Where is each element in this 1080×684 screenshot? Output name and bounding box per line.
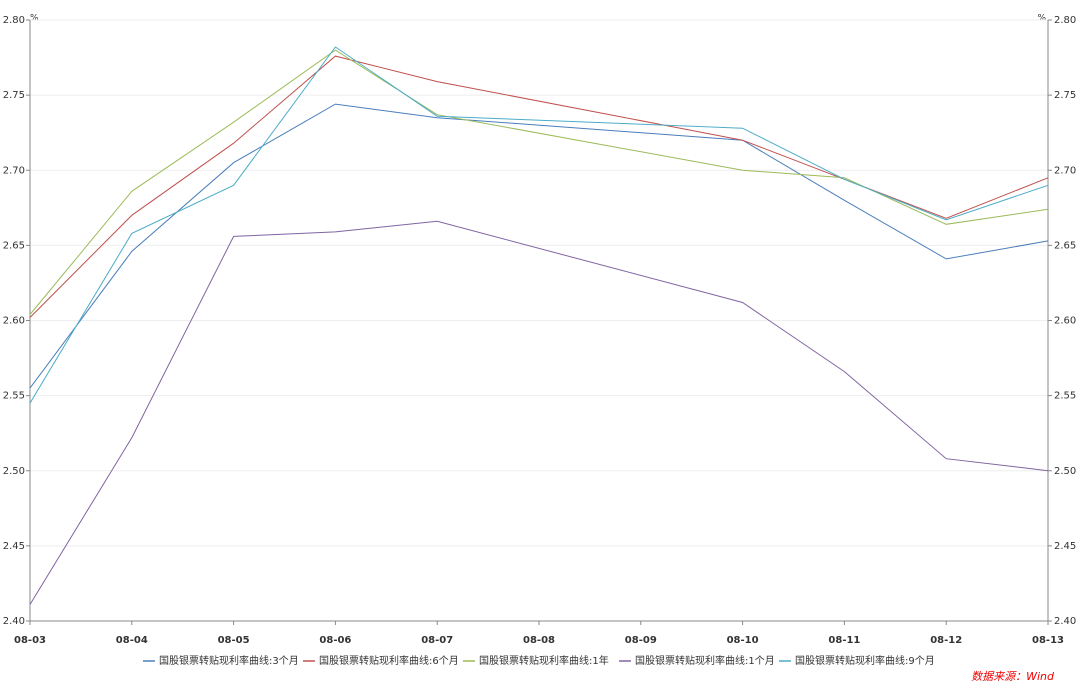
legend-label: 国股银票转贴现利率曲线:3个月 [159, 654, 299, 667]
y2-tick-label: 2.60 [1054, 316, 1076, 327]
y2-unit: % [1037, 14, 1046, 24]
x-tick-label: 08-09 [625, 635, 657, 646]
y2-tick-label: 2.80 [1054, 15, 1076, 26]
legend-label: 国股银票转贴现利率曲线:1个月 [635, 654, 775, 667]
y-tick-label: 2.75 [3, 90, 25, 101]
y2-tick-label: 2.50 [1054, 466, 1076, 477]
y2-tick-label: 2.45 [1054, 541, 1076, 552]
y-unit: % [30, 14, 39, 24]
x-tick-label: 08-04 [116, 635, 148, 646]
x-tick-label: 08-07 [421, 635, 453, 646]
y-tick-label: 2.45 [3, 541, 25, 552]
y-tick-label: 2.70 [3, 165, 25, 176]
y2-tick-label: 2.40 [1054, 616, 1076, 627]
series-line [29, 55, 1049, 318]
x-tick-label: 08-10 [727, 635, 759, 646]
x-tick-label: 08-13 [1032, 635, 1064, 646]
y-tick-label: 2.60 [3, 316, 25, 327]
x-tick-label: 08-05 [218, 635, 250, 646]
y-tick-label: 2.65 [3, 240, 25, 251]
legend-label: 国股银票转贴现利率曲线:6个月 [319, 654, 459, 667]
y2-tick-label: 2.65 [1054, 240, 1076, 251]
y2-tick-label: 2.75 [1054, 90, 1076, 101]
y-tick-label: 2.80 [3, 15, 25, 26]
y-tick-label: 2.40 [3, 616, 25, 627]
series-line [29, 46, 1049, 404]
series-line [29, 49, 1049, 315]
x-tick-label: 08-12 [930, 635, 962, 646]
series-line [29, 103, 1049, 389]
y2-tick-label: 2.70 [1054, 165, 1076, 176]
y2-tick-label: 2.55 [1054, 391, 1076, 402]
x-tick-label: 08-06 [319, 635, 351, 646]
y-tick-label: 2.55 [3, 391, 25, 402]
y-tick-label: 2.50 [3, 466, 25, 477]
x-tick-label: 08-03 [14, 635, 46, 646]
series-line [29, 220, 1049, 605]
legend-label: 国股银票转贴现利率曲线:1年 [479, 654, 609, 667]
x-tick-label: 08-11 [828, 635, 860, 646]
source: 数据来源：Wind [971, 670, 1055, 683]
x-tick-label: 08-08 [523, 635, 555, 646]
legend-label: 国股银票转贴现利率曲线:9个月 [795, 654, 935, 667]
